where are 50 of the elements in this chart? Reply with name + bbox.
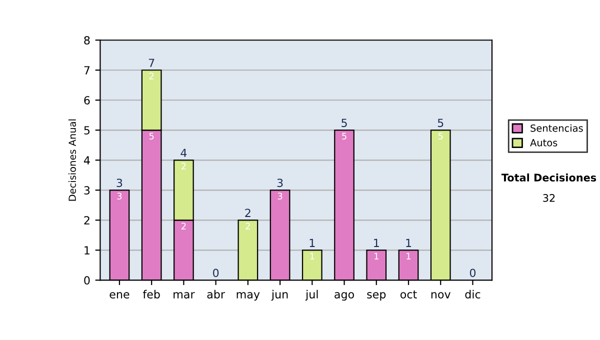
legend-label: Autos	[530, 139, 558, 146]
total-label: 0	[213, 268, 219, 278]
total-label: 5	[438, 118, 444, 128]
data-label: 2	[246, 222, 250, 230]
data-label: 3	[278, 192, 282, 200]
data-label: 5	[438, 132, 443, 140]
data-label: 3	[117, 192, 122, 200]
data-label: 1	[406, 252, 411, 260]
text: Total Decisiones	[501, 173, 596, 182]
total-label: 3	[116, 178, 122, 188]
x-tick-label: feb	[142, 290, 160, 298]
x-tick-label: ago	[334, 292, 354, 301]
data-label: 1	[374, 252, 378, 260]
data-label: 2	[181, 222, 186, 230]
total-label: 7	[148, 58, 154, 67]
y-tick-label: 8	[84, 36, 90, 44]
data-label: 2	[149, 72, 154, 80]
y-tick-label: 1	[84, 246, 90, 254]
total-label: 3	[277, 178, 283, 188]
x-tick-label: sep	[367, 292, 386, 301]
data-label: 1	[310, 252, 314, 260]
y-tick-label: 3	[84, 186, 90, 195]
total-label: 1	[406, 238, 412, 247]
y-tick-label: 7	[84, 66, 90, 74]
x-tick-label: jul	[305, 290, 318, 301]
x-tick-label: ene	[110, 292, 130, 298]
x-tick-label: nov	[431, 292, 450, 298]
data-label: 2	[181, 162, 186, 170]
total-label: 1	[374, 238, 379, 247]
y-tick-label: 5	[84, 126, 90, 135]
x-tick-label: may	[236, 292, 260, 301]
total-label: 1	[310, 238, 315, 247]
total-label: 0	[470, 268, 476, 278]
y-tick-label: 2	[84, 216, 90, 224]
data-label: 5	[342, 132, 346, 140]
y-tick-label: 6	[84, 96, 90, 105]
y-axis-title: Decisiones Anual	[68, 119, 76, 201]
total-label: 4	[180, 148, 187, 157]
x-tick-label: jun	[271, 290, 288, 301]
x-tick-label: abr	[207, 290, 226, 298]
x-tick-label: mar	[174, 292, 195, 298]
data-label: 5	[149, 132, 154, 140]
y-tick-label: 0	[84, 276, 90, 285]
x-tick-label: oct	[400, 290, 417, 298]
text: 32	[543, 194, 555, 202]
total-label: 5	[342, 118, 347, 128]
total-label: 2	[245, 208, 250, 217]
legend-label: Sentencias	[530, 124, 583, 132]
y-tick-label: 4	[84, 156, 90, 164]
x-tick-label: dic	[465, 290, 480, 298]
